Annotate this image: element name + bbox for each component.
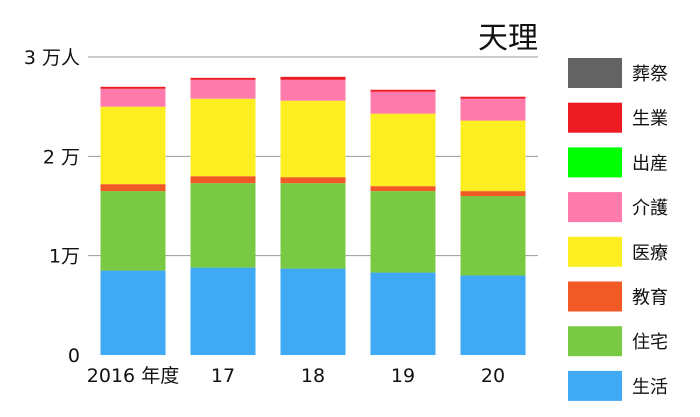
legend-label: 出産: [632, 153, 668, 174]
bar-segment: [280, 79, 346, 101]
bar-segment: [280, 177, 346, 184]
bar-segment: [190, 77, 256, 80]
bar-segment: [460, 120, 526, 192]
legend-label: 介護: [632, 198, 668, 219]
bar-segment: [190, 267, 256, 355]
legend-label: 住宅: [632, 332, 668, 353]
legend-label: 生業: [632, 109, 668, 130]
bar-segment: [460, 98, 526, 121]
legend-swatch: [568, 58, 622, 88]
y-tick-label: 2 万: [43, 146, 80, 168]
legend-swatch: [568, 102, 622, 133]
bar-segment: [100, 191, 166, 271]
legend-label: 教育: [632, 288, 668, 309]
legend-label: 医療: [632, 243, 668, 264]
x-tick-label: 18: [301, 365, 325, 387]
bar-segment: [190, 98, 256, 177]
bar-segment: [460, 96, 526, 99]
legend-swatch: [568, 192, 622, 223]
bar-segment: [280, 183, 346, 269]
x-tick-label: 2016 年度: [87, 365, 179, 387]
chart-title: 天理: [478, 21, 538, 56]
y-tick-label: 0: [68, 345, 80, 367]
legend-swatch: [568, 281, 622, 312]
x-tick-label: 19: [391, 365, 415, 387]
bar-segment: [460, 191, 526, 197]
y-tick-label: 1万: [49, 246, 80, 268]
legend-swatch: [568, 326, 622, 357]
bar-segment: [190, 176, 256, 184]
bar-segment: [100, 106, 166, 185]
legend-swatch: [568, 370, 622, 401]
bar-segment: [190, 183, 256, 268]
bars: [100, 76, 526, 355]
bar-segment: [460, 275, 526, 355]
legend-label: 葬祭: [632, 64, 668, 85]
axis-labels: 0 1万 2 万 3 万人 2016 年度 17 18 19 20: [24, 47, 505, 387]
bar-segment: [100, 270, 166, 355]
bar-segment: [190, 79, 256, 99]
bar-segment: [370, 186, 436, 192]
bar-segment: [280, 76, 346, 80]
y-tick-label: 3 万人: [24, 47, 80, 69]
legend-swatch: [568, 147, 622, 178]
x-tick-label: 20: [481, 365, 505, 387]
bar-segment: [370, 272, 436, 355]
bar-segment: [100, 184, 166, 192]
bar-segment: [460, 196, 526, 276]
bar-segment: [370, 89, 436, 92]
legend-swatch: [568, 236, 622, 267]
bar-segment: [370, 91, 436, 114]
bar-segment: [100, 88, 166, 107]
bar-segment: [370, 191, 436, 273]
legend-label: 生活: [632, 377, 668, 398]
bar-segment: [280, 268, 346, 355]
bar-segment: [370, 113, 436, 187]
bar-segment: [280, 100, 346, 178]
bar-segment: [100, 86, 166, 89]
x-tick-label: 17: [211, 365, 235, 387]
